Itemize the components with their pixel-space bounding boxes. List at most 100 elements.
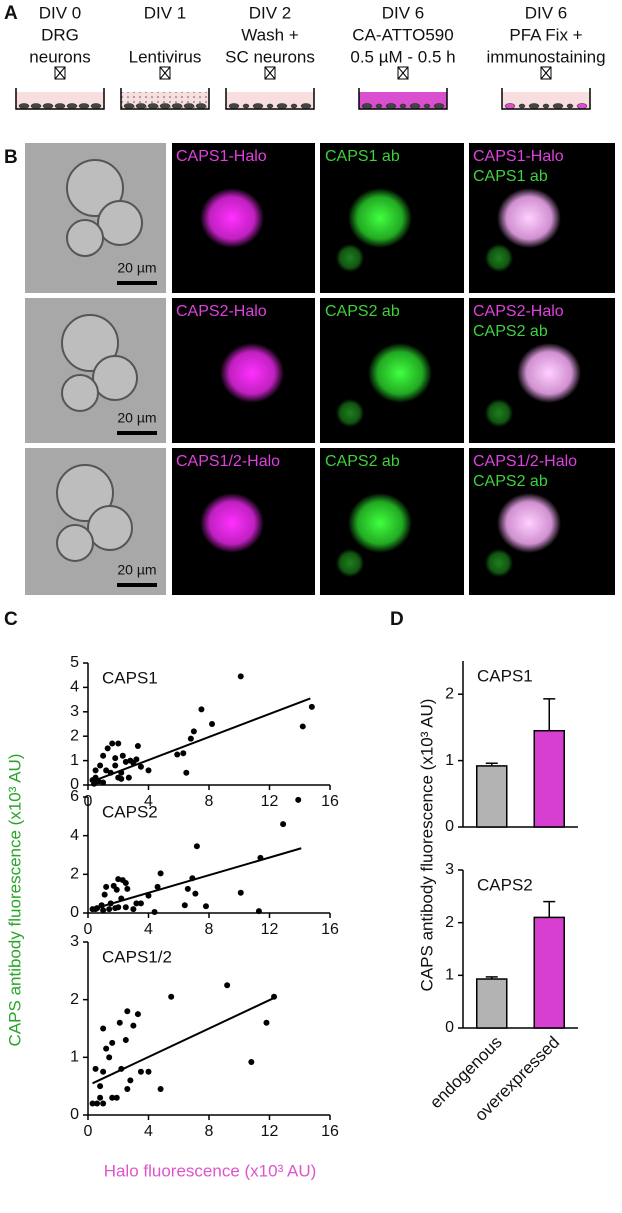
x-tick-label: 8 bbox=[205, 921, 214, 938]
point bbox=[255, 908, 262, 915]
y-tick-label: 1 bbox=[70, 752, 79, 769]
cell bbox=[147, 103, 159, 109]
point bbox=[202, 903, 209, 910]
point bbox=[193, 843, 200, 850]
point bbox=[130, 1022, 137, 1029]
point bbox=[134, 1011, 141, 1018]
point bbox=[137, 900, 144, 907]
point bbox=[100, 779, 107, 786]
cell-outline bbox=[87, 505, 133, 551]
cell-outline bbox=[97, 200, 143, 246]
step-text: CA-ATTO590 bbox=[352, 25, 453, 44]
y-tick-label: 0 bbox=[445, 1019, 454, 1036]
icon bbox=[540, 66, 552, 80]
point bbox=[248, 1058, 255, 1065]
point bbox=[103, 883, 110, 890]
cell-outline bbox=[66, 159, 124, 217]
step-text: DIV 6 bbox=[525, 3, 568, 22]
point bbox=[109, 1094, 116, 1101]
step-text: SC neurons bbox=[225, 47, 315, 66]
point bbox=[92, 1065, 99, 1072]
chart-title: CAPS2 bbox=[477, 875, 533, 894]
cell bbox=[433, 103, 445, 109]
cell-outline bbox=[66, 219, 104, 257]
x-axis-label: Halo fluorescence (x10³ AU) bbox=[104, 1161, 317, 1180]
dish bbox=[358, 88, 448, 110]
x-tick-label: 12 bbox=[261, 921, 279, 938]
cell-signal bbox=[368, 343, 432, 403]
step-text: 0.5 µM - 0.5 h bbox=[350, 47, 455, 66]
cell bbox=[399, 103, 407, 109]
point bbox=[181, 902, 188, 909]
point bbox=[112, 905, 119, 912]
x-tick-label: 12 bbox=[261, 1123, 279, 1140]
panel-label: D bbox=[390, 609, 404, 630]
point bbox=[106, 906, 113, 913]
dish bbox=[501, 88, 591, 110]
point bbox=[103, 767, 110, 774]
x-tick-label: 4 bbox=[144, 921, 153, 938]
point bbox=[184, 885, 191, 892]
cell bbox=[54, 103, 66, 109]
cell-signal bbox=[497, 188, 561, 248]
x-tick-label: 16 bbox=[321, 921, 339, 938]
y-tick-label: 1 bbox=[445, 967, 454, 984]
bar bbox=[476, 765, 508, 828]
image-label: CAPS1-Halo bbox=[473, 148, 564, 165]
point bbox=[106, 1054, 113, 1061]
scale-bar bbox=[117, 431, 157, 435]
point bbox=[145, 1068, 152, 1075]
point bbox=[122, 904, 129, 911]
point bbox=[94, 1100, 101, 1107]
cell-signal bbox=[485, 244, 513, 272]
cell-outline bbox=[56, 524, 94, 562]
point bbox=[180, 750, 187, 757]
point bbox=[157, 870, 164, 877]
cell bbox=[361, 103, 373, 109]
fit-line bbox=[92, 847, 302, 911]
scale-label: 20 µm bbox=[117, 410, 156, 426]
cell bbox=[576, 103, 588, 109]
point bbox=[237, 889, 244, 896]
x-tick-label: 4 bbox=[144, 1123, 153, 1140]
point bbox=[113, 886, 120, 893]
icon bbox=[54, 66, 66, 80]
image-label: CAPS2 ab bbox=[473, 473, 548, 490]
y-tick-label: 4 bbox=[70, 827, 79, 844]
x-tick-label: 0 bbox=[84, 1123, 93, 1140]
y-tick-label: 2 bbox=[445, 685, 454, 702]
point bbox=[127, 757, 134, 764]
point bbox=[192, 890, 199, 897]
point bbox=[100, 1068, 107, 1075]
point bbox=[115, 876, 122, 883]
cell bbox=[423, 103, 431, 109]
icon bbox=[264, 66, 276, 80]
cell bbox=[242, 103, 250, 109]
point bbox=[295, 796, 302, 803]
point bbox=[109, 740, 116, 747]
image-label: CAPS2 ab bbox=[325, 303, 400, 320]
image-label: CAPS2 ab bbox=[473, 323, 548, 340]
point bbox=[130, 906, 137, 913]
y-tick-label: 3 bbox=[445, 861, 454, 878]
step-text: DRG bbox=[41, 25, 79, 44]
x-tick-label: 0 bbox=[84, 921, 93, 938]
step-text: DIV 2 bbox=[249, 3, 292, 22]
cell bbox=[542, 103, 550, 109]
image-label: CAPS2-Halo bbox=[176, 303, 267, 320]
point bbox=[100, 907, 107, 914]
cell-signal bbox=[336, 549, 364, 577]
point bbox=[190, 728, 197, 735]
step-text: Wash + bbox=[241, 25, 299, 44]
y-tick-label: 2 bbox=[70, 866, 79, 883]
fit-line bbox=[92, 997, 275, 1085]
dish bbox=[120, 88, 210, 110]
y-tick-label: 6 bbox=[70, 788, 79, 805]
cell bbox=[30, 103, 42, 109]
point bbox=[209, 721, 216, 727]
point bbox=[174, 751, 181, 758]
point bbox=[198, 706, 205, 713]
cell-signal bbox=[220, 343, 284, 403]
x-tick-label: 12 bbox=[261, 793, 279, 810]
